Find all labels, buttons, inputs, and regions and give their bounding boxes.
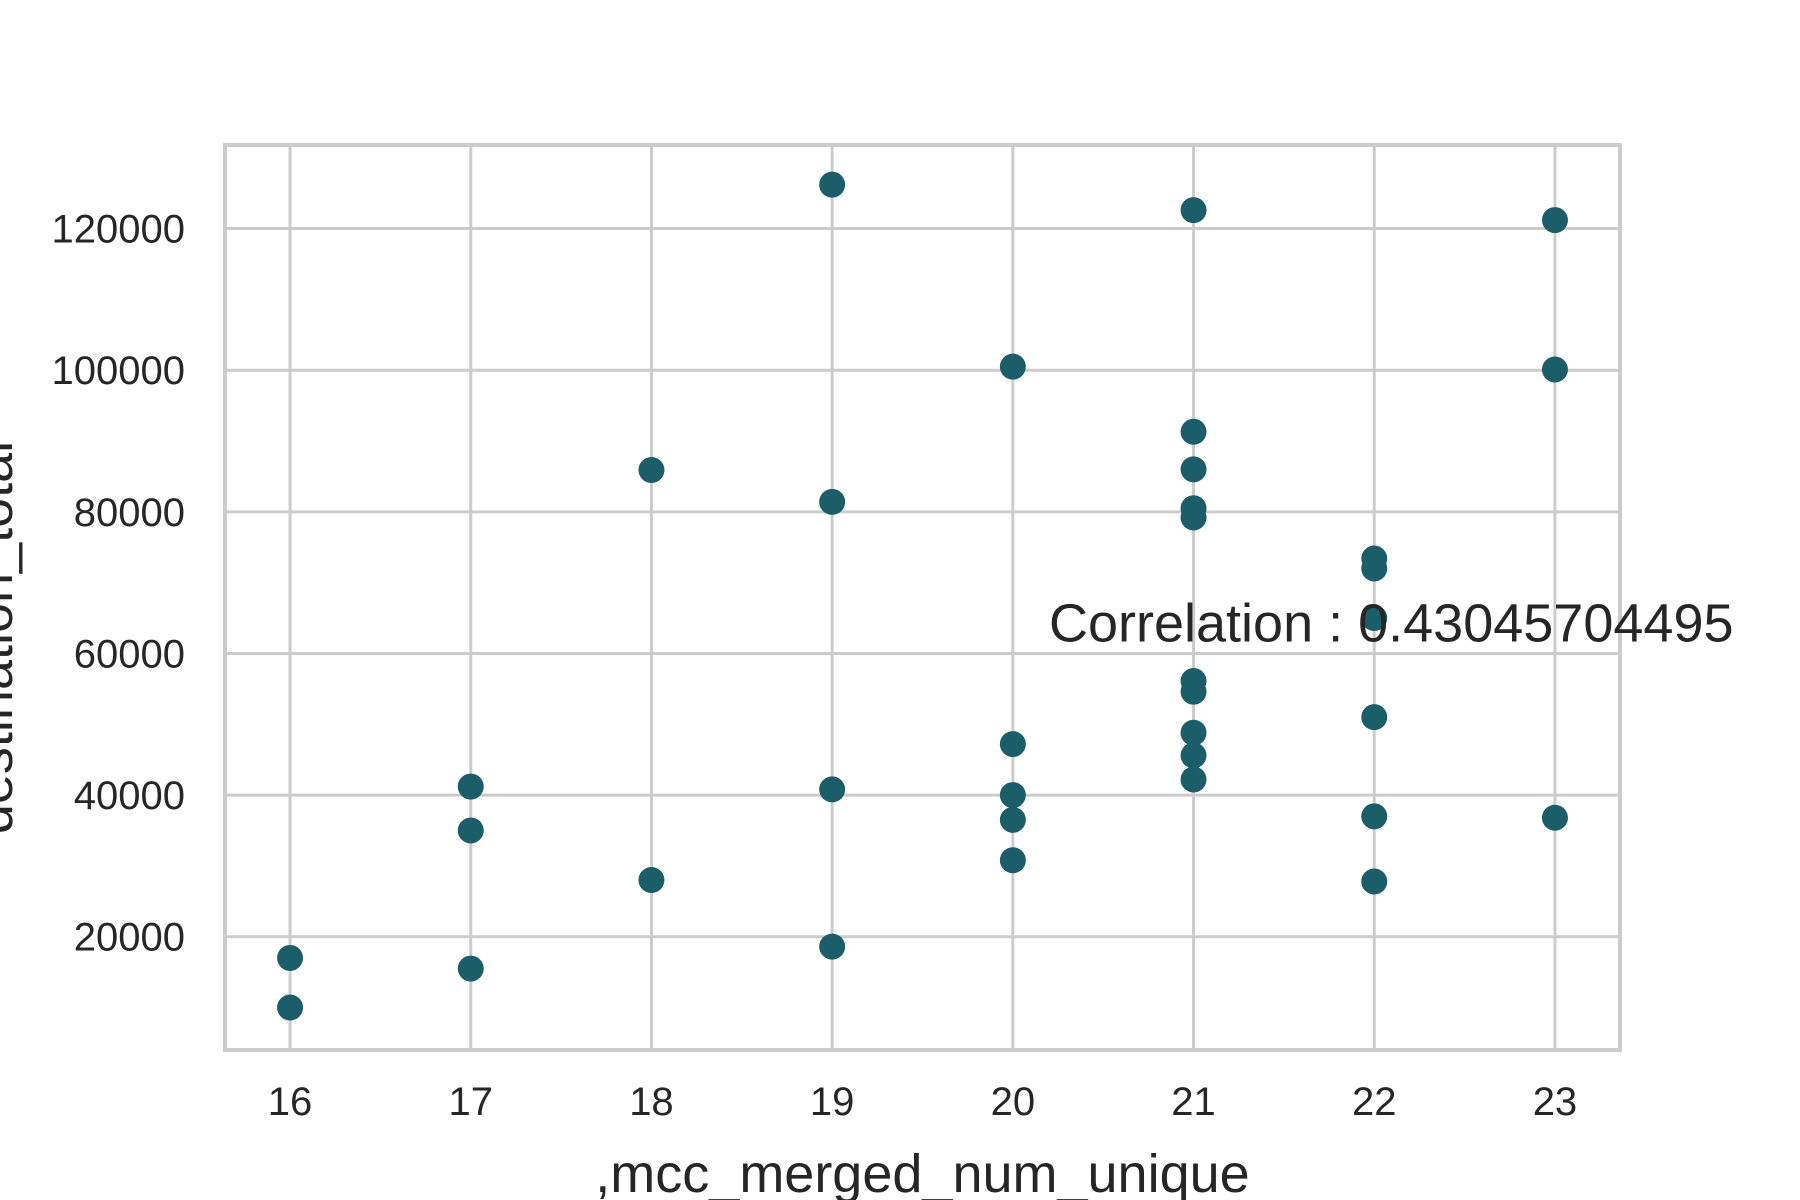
x-tick-label: 19 bbox=[810, 1080, 855, 1124]
plot-frame bbox=[223, 143, 1622, 1052]
data-point bbox=[1541, 356, 1568, 383]
y-tick-label: 40000 bbox=[74, 774, 185, 818]
data-point bbox=[1180, 504, 1207, 531]
x-tick-label: 17 bbox=[449, 1080, 494, 1124]
correlation-annotation: Correlation : 0.43045704495 bbox=[1049, 593, 1734, 653]
data-point bbox=[999, 847, 1026, 874]
x-tick-label: 21 bbox=[1171, 1080, 1216, 1124]
data-point bbox=[1541, 804, 1568, 831]
data-point bbox=[1361, 868, 1388, 895]
data-point bbox=[819, 933, 846, 960]
data-point bbox=[1541, 207, 1568, 234]
y-tick-label: 100000 bbox=[52, 349, 185, 393]
y-tick-labels: 20000 40000 60000 80000 100000 120000 bbox=[52, 208, 185, 960]
data-point bbox=[1180, 418, 1207, 445]
data-point bbox=[819, 488, 846, 515]
data-point bbox=[999, 353, 1026, 380]
y-tick-label: 120000 bbox=[52, 208, 185, 252]
y-tick-label: 20000 bbox=[74, 916, 185, 960]
y-axis-label: destination_total bbox=[0, 441, 24, 834]
x-tick-label: 22 bbox=[1352, 1080, 1397, 1124]
data-point bbox=[1361, 605, 1388, 632]
data-point bbox=[457, 773, 484, 800]
x-axis-label: ,mcc_merged_num_unique bbox=[595, 1144, 1249, 1200]
x-tick-label: 23 bbox=[1533, 1080, 1578, 1124]
data-point bbox=[1180, 197, 1207, 224]
grid-lines bbox=[225, 145, 1620, 1050]
data-point bbox=[457, 817, 484, 844]
y-tick-label: 80000 bbox=[74, 491, 185, 535]
data-point bbox=[277, 944, 304, 971]
y-tick-label: 60000 bbox=[74, 632, 185, 676]
data-point bbox=[819, 171, 846, 198]
data-point bbox=[638, 867, 665, 894]
data-point bbox=[277, 994, 304, 1021]
data-point bbox=[457, 955, 484, 982]
data-point bbox=[1180, 719, 1207, 746]
data-point bbox=[1180, 742, 1207, 769]
data-points bbox=[277, 171, 1568, 1021]
data-point bbox=[1361, 704, 1388, 731]
data-point bbox=[819, 776, 846, 803]
data-point bbox=[999, 806, 1026, 833]
data-point bbox=[1180, 456, 1207, 483]
x-tick-labels: 16 17 18 19 20 21 22 23 bbox=[268, 1080, 1577, 1124]
data-point bbox=[999, 782, 1026, 809]
data-point bbox=[638, 457, 665, 484]
data-point bbox=[1361, 555, 1388, 582]
data-point bbox=[1180, 766, 1207, 793]
data-point bbox=[1180, 678, 1207, 705]
x-tick-label: 16 bbox=[268, 1080, 313, 1124]
data-point bbox=[999, 731, 1026, 758]
x-tick-label: 18 bbox=[629, 1080, 674, 1124]
data-point bbox=[1361, 803, 1388, 830]
x-tick-label: 20 bbox=[991, 1080, 1036, 1124]
